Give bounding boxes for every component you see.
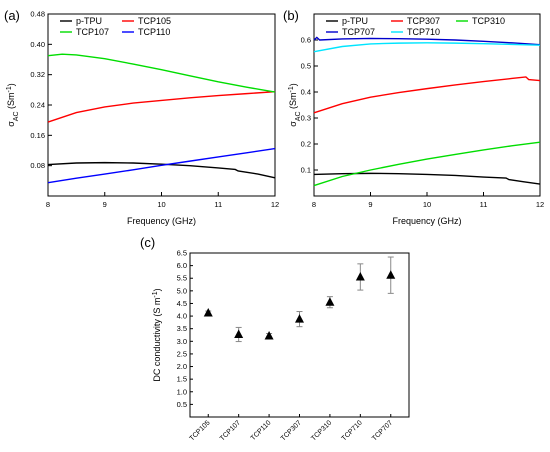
y-tick-label: 0.48 (30, 10, 45, 19)
x-category-label-tcp307: TCP307 (280, 419, 303, 442)
y-tick-label: 0.16 (30, 131, 45, 140)
x-tick-label: 8 (312, 200, 316, 209)
series-line-tcp707 (313, 36, 541, 46)
y-tick-label: 0.24 (30, 101, 45, 110)
y-tick-label: 0.2 (301, 140, 311, 149)
series-line-tcp105 (47, 91, 276, 123)
y-tick-label: 5.5 (177, 274, 187, 283)
data-point-tcp710 (355, 271, 365, 281)
series-line-tcp107 (47, 53, 276, 93)
series-line-tcp110 (47, 147, 276, 184)
x-tick-label: 12 (536, 200, 544, 209)
y-tick-label: 3.5 (177, 324, 187, 333)
series-line-tcp710 (313, 42, 541, 53)
plot-frame (189, 252, 410, 418)
x-tick-label: 9 (368, 200, 372, 209)
y-tick-label: 3.0 (177, 337, 187, 346)
y-tick-label: 5.0 (177, 286, 187, 295)
data-point-tcp107 (234, 329, 244, 338)
y-tick-label: 6.0 (177, 261, 187, 270)
x-tick-label: 11 (480, 200, 488, 209)
x-axis-title: Frequency (GHz) (127, 216, 196, 226)
data-point-tcp110 (264, 331, 274, 340)
plot-frame (47, 13, 276, 197)
y-tick-label: 1.5 (177, 375, 187, 384)
y-tick-label: 4.5 (177, 299, 187, 308)
panel-c: (c) 0.5 1.0 1.5 2.0 2.5 3.0 3.5 4.0 4.5 5.0 5.5 6.0 6… (140, 235, 410, 443)
y-axis-title: DC conductivity (S m-1) (152, 288, 163, 381)
x-category-label-tcp105: TCP105 (189, 419, 212, 442)
x-category-label-tcp310: TCP310 (310, 419, 333, 442)
y-tick-label: 0.1 (301, 166, 311, 175)
x-tick-label: 10 (157, 200, 165, 209)
data-point-tcp307 (295, 314, 304, 323)
data-point-tcp105 (203, 308, 213, 317)
x-tick-label: 11 (214, 200, 222, 209)
data-point-tcp707 (386, 270, 396, 279)
x-category-label-tcp110: TCP110 (250, 419, 273, 442)
series-line-p-tpu (313, 172, 541, 185)
legend-label-p-tpu: p-TPU (342, 16, 368, 26)
series-line-p-tpu (47, 161, 276, 179)
legend-label-tcp707: TCP707 (342, 27, 375, 37)
y-tick-label: 2.5 (177, 349, 187, 358)
y-tick-label: 0.6 (301, 36, 311, 45)
panel-label: (b) (283, 8, 299, 23)
series-line-tcp310 (313, 141, 541, 187)
y-axis-title: σAC (Sm-1) (288, 83, 302, 127)
data-point-tcp310 (325, 297, 335, 306)
x-tick-label: 12 (271, 200, 279, 209)
legend-label-tcp310: TCP310 (472, 16, 505, 26)
legend-label-tcp107: TCP107 (76, 27, 109, 37)
panel-label: (a) (4, 8, 20, 23)
y-tick-label: 0.32 (30, 70, 45, 79)
y-axis-title: σAC (Sm-1) (6, 83, 20, 127)
y-tick-label: 0.40 (30, 40, 45, 49)
x-tick-label: 9 (103, 200, 107, 209)
x-category-label-tcp107: TCP107 (219, 419, 242, 442)
panel-a: (a) 0.08 0.16 0.24 0.32 0.40 0.48 8 9 10 11 12 Frequ… (4, 8, 279, 226)
legend-label-tcp307: TCP307 (407, 16, 440, 26)
y-tick-label: 0.4 (301, 88, 311, 97)
x-tick-label: 8 (46, 200, 50, 209)
x-tick-label: 10 (423, 200, 431, 209)
y-tick-label: 0.3 (301, 114, 311, 123)
y-tick-label: 1.0 (177, 387, 187, 396)
plot-frame (313, 13, 541, 197)
legend-label-tcp110: TCP110 (138, 27, 170, 37)
x-category-label-tcp710: TCP710 (341, 419, 364, 442)
legend-label-tcp710: TCP710 (407, 27, 440, 37)
x-category-label-tcp707: TCP707 (371, 419, 394, 442)
y-tick-label: 0.5 (177, 400, 187, 409)
y-tick-label: 2.0 (177, 362, 187, 371)
panel-label: (c) (140, 235, 155, 250)
y-tick-label: 0.5 (301, 62, 311, 71)
y-tick-label: 4.0 (177, 312, 187, 321)
series-line-tcp307 (313, 76, 541, 114)
legend-label-tcp105: TCP105 (138, 16, 171, 26)
y-tick-label: 0.08 (30, 161, 45, 170)
x-axis-title: Frequency (GHz) (392, 216, 461, 226)
panel-b: (b) 0.1 0.2 0.3 0.4 0.5 0.6 8 9 10 11 12 Frequency (… (283, 8, 544, 226)
legend-label-p-tpu: p-TPU (76, 16, 102, 26)
y-tick-label: 6.5 (177, 249, 187, 258)
